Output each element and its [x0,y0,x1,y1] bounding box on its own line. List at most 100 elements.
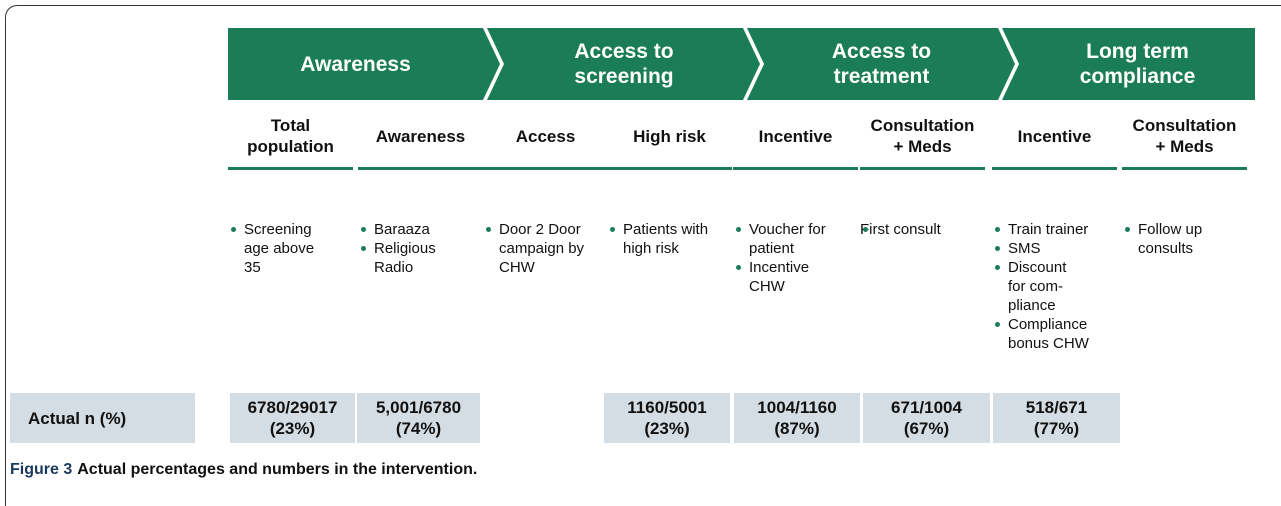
column-list: Follow up consults [1122,220,1255,258]
actual-value: 1160/5001 (23%) [604,393,730,443]
bullet-line: Screening [244,221,312,238]
bullet-line: for com- [1008,278,1064,295]
stage-title: Awareness [228,28,483,100]
actual-value: 1004/1160 (87%) [734,393,860,443]
bullet-line: consults [1138,240,1194,257]
bullet-line: Religious [374,240,436,257]
bullet-item: Voucher for patient [733,220,866,258]
column-header-line: population [247,137,334,156]
actual-value: 671/1004 (67%) [863,393,990,443]
header-underline [860,167,985,170]
bullet-line: SMS [1008,240,1041,257]
actual-value-line: 671/1004 [891,398,962,417]
header-underline [483,167,608,170]
bullet-item: Compliance bonus CHW [992,315,1125,353]
stage-title-line: Access to [831,40,932,63]
stage-title: Access to treatment [765,28,998,100]
actual-value: 518/671 (77%) [993,393,1120,443]
actual-value-line: 518/671 [1025,398,1088,417]
page: Awareness Access to screening Access to trea… [5,5,1281,506]
bullet-line: 35 [244,259,261,276]
bullet-item: Incentive CHW [733,258,866,296]
chevron [487,28,760,100]
bullet-item: Baraaza [358,220,491,239]
actual-value: 5,001/6780 (74%) [357,393,480,443]
column-header-line: Incentive [1017,126,1092,146]
chevron [228,28,500,100]
column-list: First consult [860,220,993,239]
stage-title: Long term compliance [1020,28,1255,100]
bullet-line: Discount [1008,259,1067,276]
bullet-line: Compliance [1008,316,1088,333]
header-underline [1122,167,1247,170]
bullet-item: Discount for com-pliance [992,258,1125,315]
bullet-line: Baraaza [374,221,430,238]
column-header-line: High risk [633,126,706,146]
chevron [747,28,1015,100]
column-header-line: Total [270,116,311,135]
stage-title-line: compliance [1079,65,1196,88]
caption-label: Figure 3 [10,461,73,478]
actual-value-line: (23%) [644,419,690,438]
bullet-item: SMS [992,239,1125,258]
column-header-line: + Meds [893,137,952,156]
header-underline [228,167,353,170]
actual-value-line: 6780/29017 [247,398,338,417]
frame [5,5,1281,506]
actual-value-line: (87%) [774,419,820,438]
bullet-item: Religious Radio [358,239,491,277]
bullet-item: Patients with high risk [607,220,740,258]
caption-text: Actual percentages and numbers in the in… [77,461,478,478]
stage-title-line: Awareness [300,52,411,76]
column-header: Awareness [358,106,483,166]
column-list: Baraaza Religious Radio [358,220,491,277]
actual-label: Actual n (%) [10,393,195,443]
column-header-line: Incentive [758,126,833,146]
stage-title: Access to screening [505,28,743,100]
column-header: Access [483,106,608,166]
bullet-line: patient [749,240,795,257]
bullet-line: Radio [374,259,414,276]
bullet-line: high risk [623,240,679,257]
column-header: Incentive [992,106,1117,166]
bullet-line: Voucher for [749,221,826,238]
bullet-item: Screening age above 35 [228,220,361,277]
bullet-item: Door 2 Door campaign by CHW [483,220,616,277]
column-header-line: Consultation [1132,116,1237,135]
stage-title-line: treatment [833,65,930,88]
stage-title-line: Access to [574,40,674,63]
actual-value-line: (23%) [269,419,316,438]
column-header: Total population [228,106,353,166]
bullet-line: CHW [499,259,535,276]
chevron [1002,28,1255,100]
stage-title-line: screening [574,65,674,88]
header-underline [358,167,483,170]
column-list: Door 2 Door campaign by CHW [483,220,616,277]
column-header: Consultation + Meds [1122,106,1247,166]
actual-value-line: 5,001/6780 [375,398,462,417]
header-underline [992,167,1117,170]
actual-value-line: 1160/5001 [627,398,707,417]
column-header-line: + Meds [1155,137,1214,156]
bullet-line: Train trainer [1008,221,1089,238]
header-underline [607,167,732,170]
bullet-line: age above [244,240,315,257]
column-header: Consultation + Meds [860,106,985,166]
bullet-item: Train trainer [992,220,1125,239]
actual-value-line: 1004/1160 [757,398,837,417]
actual-value-line: (74%) [395,419,442,438]
column-header: Incentive [733,106,858,166]
bullet-line: bonus CHW [1008,335,1089,352]
column-list: Patients with high risk [607,220,740,258]
column-list: Train trainer SMS Discount for com-pliance C… [992,220,1125,353]
actual-value-line: (77%) [1033,419,1080,438]
chevron-band [228,28,1255,100]
bullet-line: CHW [749,278,785,295]
actual-label-text: Actual n (%) [28,408,127,428]
column-header: High risk [607,106,732,166]
bullet-line: campaign by [499,240,585,257]
bullet-line: pliance [1008,297,1056,314]
bullet-line: Patients with [623,221,709,238]
note-item: First consult [860,220,993,239]
actual-value: 6780/29017 (23%) [230,393,355,443]
